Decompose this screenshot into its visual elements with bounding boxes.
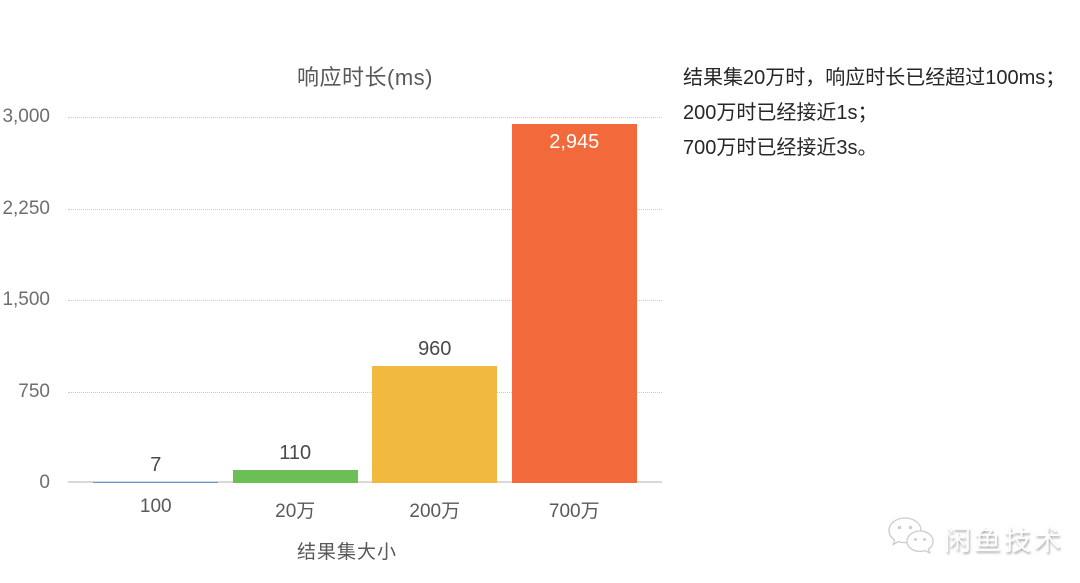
- bar: [93, 482, 219, 483]
- annotation-line-1: 结果集20万时，响应时长已经超过100ms；: [683, 67, 1066, 89]
- gridline: [68, 117, 662, 118]
- annotation-block: 结果集20万时，响应时长已经超过100ms； 200万时已经接近1s； 700万…: [683, 61, 1073, 166]
- bar: [372, 366, 498, 483]
- bar-value-label: 2,945: [549, 131, 600, 153]
- x-axis-title: 结果集大小: [296, 542, 397, 563]
- x-tick-label: 100: [139, 496, 172, 517]
- watermark: 闲鱼技术: [884, 510, 1064, 566]
- gridline: [68, 391, 662, 393]
- watermark-text: 闲鱼技术: [944, 525, 1064, 556]
- y-tick-label: 750: [18, 380, 50, 402]
- bar: [232, 470, 358, 483]
- x-tick-label: 700万: [548, 501, 600, 522]
- annotation-line-3: 700万时已经接近3s。: [683, 137, 878, 159]
- x-tick-label: 20万: [275, 501, 316, 522]
- y-tick-label: 2,250: [2, 197, 50, 219]
- chart-title: 响应时长(ms): [297, 65, 433, 90]
- y-tick-label: 3,000: [2, 106, 50, 127]
- bar-value-label: 7: [150, 454, 162, 476]
- y-tick-label: 0: [39, 472, 50, 493]
- gridline: [68, 300, 662, 301]
- bar-chart: 响应时长(ms) 0 750 1,500 2,250 3,000 7 100 110 20万 96…: [2, 65, 662, 563]
- plot-area: 0 750 1,500 2,250 3,000 7 100 110 20万 960 200万 2,94…: [2, 106, 662, 522]
- y-tick-label: 1,500: [2, 289, 50, 310]
- x-tick-label: 200万: [409, 501, 461, 522]
- wechat-icon: [888, 517, 934, 555]
- annotation-line-2: 200万时已经接近1s；: [683, 102, 878, 124]
- bar-value-label: 960: [418, 338, 452, 360]
- x-axis-line: [68, 481, 662, 483]
- gridline: [68, 208, 662, 210]
- bar-value-label: 110: [279, 442, 312, 464]
- bar: [511, 124, 637, 483]
